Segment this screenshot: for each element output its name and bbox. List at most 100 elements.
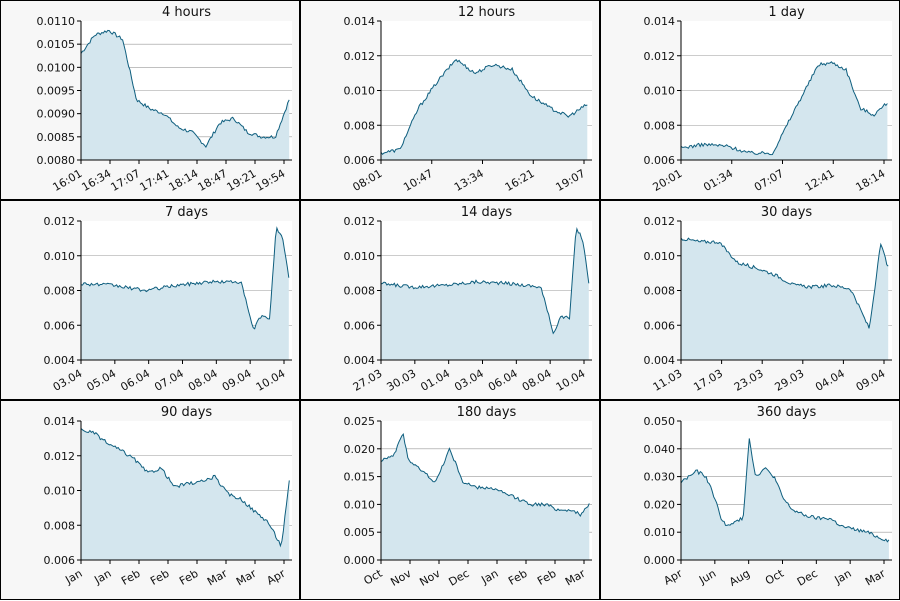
x-tick-label: 08:01: [351, 167, 385, 194]
y-tick-label: 0.008: [644, 119, 676, 132]
x-tick-label: 23.03: [732, 367, 766, 394]
y-tick-label: 0.005: [344, 526, 376, 539]
y-tick-label: 0.006: [644, 319, 676, 332]
y-tick-label: 0.012: [644, 50, 676, 63]
x-tick-label: Oct: [763, 566, 787, 587]
chart-title: 30 days: [761, 205, 813, 220]
y-tick-label: 0.012: [644, 215, 676, 228]
series-area: [681, 238, 889, 360]
x-tick-label: 03.04: [452, 367, 486, 394]
x-tick-label: Jan: [832, 567, 854, 587]
chart-panel: 180 days 0.000 0.005 0.010 0.015 0.020 0.025 Oc…: [300, 400, 600, 600]
series-area: [681, 438, 889, 560]
x-tick-label: 10.04: [554, 367, 588, 394]
x-tick-label: Oct: [362, 566, 386, 587]
chart-panel: 4 hours 0.0080 0.0085 0.0090 0.0095 0.0100 0.0…: [0, 0, 300, 200]
chart-panel: 30 days 0.004 0.006 0.008 0.010 0.012 11.03 17.…: [600, 200, 900, 400]
chart-svg: 90 days 0.006 0.008 0.010 0.012 0.014 Jan Jan Fe…: [44, 405, 292, 589]
y-tick-label: 0.008: [44, 285, 76, 298]
y-tick-label: 0.040: [644, 443, 676, 456]
x-tick-label: 20:01: [651, 167, 685, 194]
x-tick-label: Mar: [234, 567, 259, 589]
x-tick-label: 11.03: [651, 367, 685, 394]
chart-svg: 1 day 0.006 0.008 0.010 0.012 0.014 20:01 01:34…: [644, 5, 892, 194]
x-tick-label: 17:41: [138, 167, 172, 194]
chart-svg: 7 days 0.004 0.006 0.008 0.010 0.012 03.04 05.0…: [44, 205, 292, 394]
x-tick-label: Dec: [795, 567, 820, 589]
x-tick-label: 07.04: [152, 367, 186, 394]
y-tick-label: 0.010: [644, 526, 676, 539]
y-tick-label: 0.0080: [37, 154, 76, 167]
x-tick-label: 08.04: [186, 367, 220, 394]
x-tick-label: Feb: [535, 567, 558, 588]
y-tick-label: 0.050: [644, 415, 676, 428]
chart-svg: 360 days 0.000 0.010 0.020 0.030 0.040 0.050 Ap…: [644, 405, 892, 589]
y-tick-label: 0.0110: [37, 15, 76, 28]
x-tick-label: 03.04: [51, 367, 85, 394]
y-tick-label: 0.010: [44, 250, 76, 263]
series-line: [380, 58, 588, 156]
y-tick-label: 0.008: [344, 285, 376, 298]
chart-panel: 7 days 0.004 0.006 0.008 0.010 0.012 03.04 05.0…: [0, 200, 300, 400]
y-tick-label: 0.020: [344, 443, 376, 456]
x-tick-label: 08.04: [520, 367, 554, 394]
chart-title: 180 days: [457, 405, 517, 420]
series-area: [81, 228, 289, 360]
y-tick-label: 0.004: [44, 354, 76, 367]
x-tick-label: Jan: [91, 567, 113, 587]
chart-title: 7 days: [165, 205, 208, 220]
y-tick-label: 0.014: [644, 15, 676, 28]
y-tick-label: 0.0095: [37, 85, 76, 98]
y-tick-label: 0.014: [344, 15, 376, 28]
series-area: [381, 228, 589, 360]
x-tick-label: 12:41: [803, 167, 837, 194]
x-tick-label: 19:54: [254, 167, 288, 194]
x-tick-label: Apr: [265, 567, 288, 588]
y-tick-label: 0.0100: [37, 61, 76, 74]
series-line: [380, 227, 590, 335]
x-tick-label: Jun: [696, 567, 718, 587]
series-line: [680, 237, 889, 329]
x-tick-label: Mar: [205, 567, 230, 589]
y-tick-label: 0.010: [644, 250, 676, 263]
x-tick-label: Nov: [388, 567, 414, 589]
x-tick-label: 06.04: [118, 367, 152, 394]
y-tick-label: 0.015: [344, 471, 376, 484]
x-tick-label: 10:47: [401, 167, 435, 194]
series-area: [381, 434, 590, 560]
chart-panel: 1 day 0.006 0.008 0.010 0.012 0.014 20:01 01:34…: [600, 0, 900, 200]
y-tick-label: 0.012: [44, 450, 76, 463]
y-tick-label: 0.025: [344, 415, 376, 428]
y-tick-label: 0.0085: [37, 131, 76, 144]
chart-svg: 4 hours 0.0080 0.0085 0.0090 0.0095 0.0100 0.0…: [37, 5, 292, 194]
x-tick-label: Apr: [662, 567, 685, 588]
y-tick-label: 0.010: [344, 498, 376, 511]
x-tick-label: 01:34: [701, 167, 735, 194]
x-tick-label: 05.04: [85, 367, 119, 394]
x-tick-label: Nov: [417, 567, 443, 589]
series-line: [80, 226, 290, 330]
x-tick-label: 06.04: [486, 367, 520, 394]
y-tick-label: 0.004: [644, 354, 676, 367]
x-tick-label: 09.04: [854, 367, 888, 394]
y-tick-label: 0.008: [344, 119, 376, 132]
x-tick-label: Aug: [727, 567, 752, 589]
x-tick-label: 16:01: [51, 167, 85, 194]
x-tick-label: 01.04: [418, 367, 452, 394]
x-tick-label: Feb: [177, 567, 200, 588]
y-tick-label: 0.012: [44, 215, 76, 228]
x-tick-label: Feb: [148, 567, 171, 588]
y-tick-label: 0.020: [644, 498, 676, 511]
x-tick-label: 17:07: [109, 167, 143, 194]
y-tick-label: 0.010: [44, 485, 76, 498]
x-tick-label: 09.04: [220, 367, 254, 394]
chart-panel: 360 days 0.000 0.010 0.020 0.030 0.040 0.050 Ap…: [600, 400, 900, 600]
series-area: [681, 61, 888, 160]
y-tick-label: 0.012: [344, 215, 376, 228]
x-tick-label: 07:07: [752, 167, 786, 194]
y-tick-label: 0.006: [44, 554, 76, 567]
chart-title: 90 days: [161, 405, 213, 420]
y-tick-label: 0.000: [644, 554, 676, 567]
chart-title: 1 day: [768, 5, 805, 20]
